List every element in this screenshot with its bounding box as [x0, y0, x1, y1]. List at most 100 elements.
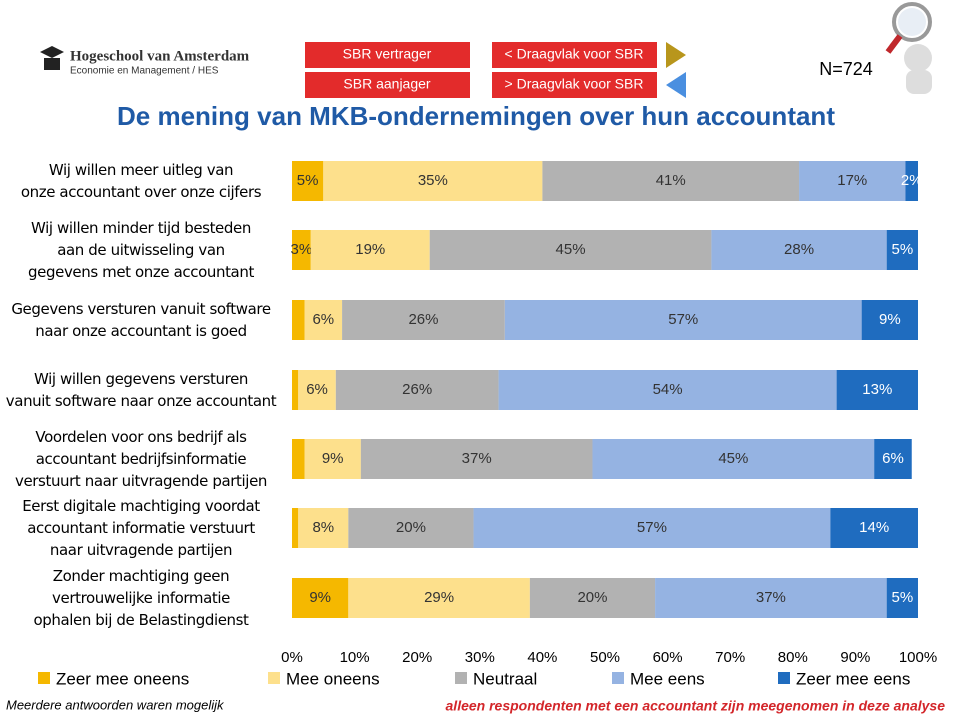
data-label: 57% — [637, 519, 667, 536]
x-tick-label: 90% — [840, 649, 870, 666]
data-label: 29% — [424, 589, 454, 606]
legend-swatch — [612, 672, 624, 684]
x-tick-label: 50% — [590, 649, 620, 666]
data-label: 37% — [756, 589, 786, 606]
remark: alleen respondenten met een accountant z… — [446, 698, 946, 714]
legend-swatch — [38, 672, 50, 684]
bar-segment — [292, 161, 324, 201]
x-tick-label: 40% — [527, 649, 557, 666]
x-tick-label: 0% — [281, 649, 303, 666]
bar-segment — [799, 161, 906, 201]
bar-segment — [304, 439, 361, 479]
row-label: Zonder machtiging geen vertrouwelijke in… — [33, 567, 249, 629]
bar-segment — [298, 508, 349, 548]
bar-segment — [304, 300, 343, 340]
button[interactable] — [492, 72, 657, 98]
data-label: 8% — [312, 519, 334, 536]
bar-segment — [498, 370, 837, 410]
legend-label: Mee oneens — [286, 669, 380, 688]
arrow-icon — [666, 42, 686, 68]
button[interactable] — [492, 42, 657, 68]
button-label: SBR aanjager — [343, 76, 431, 92]
bar-segment — [529, 578, 656, 618]
x-tick-label: 100% — [899, 649, 937, 666]
button[interactable] — [305, 72, 470, 98]
row-label: Wij willen gegevens versturen vanuit sof… — [5, 370, 277, 410]
bar-segment — [292, 230, 311, 270]
magnifier-figure — [885, 2, 932, 94]
data-label: 5% — [892, 589, 914, 606]
bar-segment — [292, 508, 299, 548]
bar-segment — [542, 161, 800, 201]
data-label: 41% — [656, 172, 686, 189]
bar-segment — [292, 439, 305, 479]
button-label: < Draagvlak voor SBR — [505, 46, 644, 62]
bar-segment — [473, 508, 831, 548]
data-label: 19% — [355, 241, 385, 258]
legend-label: Neutraal — [473, 669, 537, 688]
data-label: 20% — [396, 519, 426, 536]
x-tick-label: 80% — [778, 649, 808, 666]
data-label: 5% — [297, 172, 319, 189]
x-tick-label: 70% — [715, 649, 745, 666]
bar-segment — [360, 439, 593, 479]
bar-segment — [342, 300, 505, 340]
data-label: 54% — [653, 381, 683, 398]
legend-label: Zeer mee eens — [796, 669, 910, 688]
data-label: 26% — [408, 311, 438, 328]
row-label: Eerst digitale machtiging voordat accoun… — [22, 497, 260, 559]
button-label: > Draagvlak voor SBR — [505, 76, 644, 92]
data-label: 45% — [556, 241, 586, 258]
row-label: Wij willen meer uitleg van onze accounta… — [20, 161, 262, 201]
data-label: 35% — [418, 172, 448, 189]
data-label: 37% — [462, 450, 492, 467]
bar-segment — [830, 508, 918, 548]
legend-swatch — [455, 672, 467, 684]
bar-segment — [886, 578, 918, 618]
bar-segment — [504, 300, 862, 340]
data-label: 9% — [309, 589, 331, 606]
bar-segment — [292, 370, 299, 410]
bar-segment — [836, 370, 918, 410]
data-label: 6% — [306, 381, 328, 398]
button[interactable] — [305, 42, 470, 68]
bar-segment — [292, 578, 349, 618]
bar-segment — [348, 508, 474, 548]
data-label: 6% — [312, 311, 334, 328]
bar-segment — [905, 161, 918, 201]
data-label: 26% — [402, 381, 432, 398]
x-tick-label: 30% — [465, 649, 495, 666]
bar-segment — [292, 300, 305, 340]
x-tick-label: 20% — [402, 649, 432, 666]
row-label: Gegevens versturen vanuit software naar … — [11, 300, 271, 340]
chart-title: De mening van MKB-ondernemingen over hun… — [117, 101, 835, 131]
bar-segment — [348, 578, 530, 618]
data-label: 28% — [784, 241, 814, 258]
data-label: 57% — [668, 311, 698, 328]
data-label: 45% — [718, 450, 748, 467]
data-label: 9% — [322, 450, 344, 467]
bar-segment — [298, 370, 336, 410]
bar-segment — [429, 230, 712, 270]
x-tick-label: 10% — [340, 649, 370, 666]
legend-label: Zeer mee oneens — [56, 669, 189, 688]
bar-segment — [874, 439, 912, 479]
logo: Hogeschool van Amsterdam Economie en Man… — [40, 46, 250, 77]
arrow-icon — [666, 72, 686, 98]
data-label: 14% — [859, 519, 889, 536]
legend-swatch — [778, 672, 790, 684]
logo-name: Hogeschool van Amsterdam — [70, 48, 250, 64]
sample-size: N=724 — [819, 59, 873, 79]
x-tick-label: 60% — [653, 649, 683, 666]
legend-swatch — [268, 672, 280, 684]
bar-segment — [655, 578, 887, 618]
bar-segment — [335, 370, 499, 410]
data-label: 2% — [901, 172, 923, 189]
logo-sub: Economie en Management / HES — [70, 66, 219, 77]
row-label: Voordelen voor ons bedrijf als accountan… — [14, 428, 268, 490]
data-label: 6% — [882, 450, 904, 467]
footnote: Meerdere antwoorden waren mogelijk — [6, 697, 225, 712]
data-label: 17% — [837, 172, 867, 189]
